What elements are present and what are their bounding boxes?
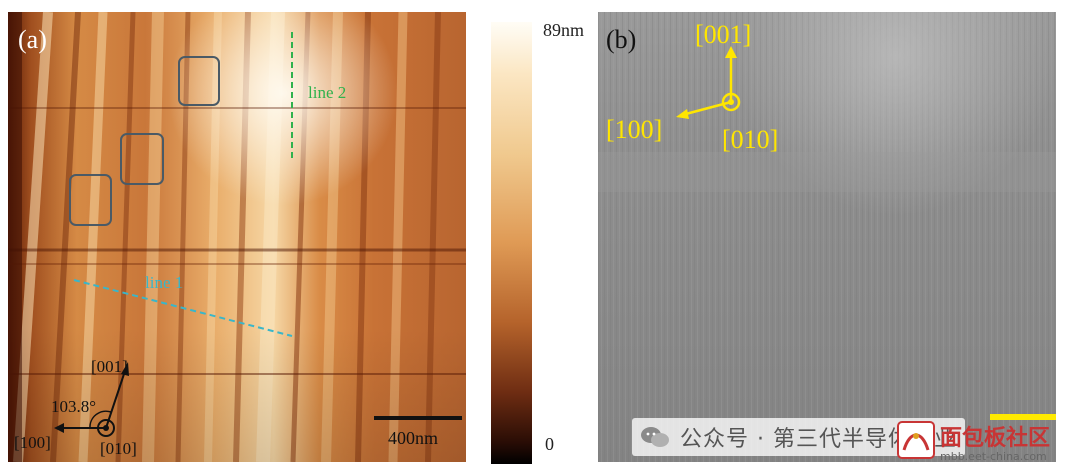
afm-topography: line 2 line 1 (a) [001] 103.8° [100] [01…: [8, 12, 466, 462]
site-url: mbb.eet-china.com: [940, 450, 1047, 463]
axis-100-label-b: [100]: [606, 115, 662, 144]
line-2-label: line 2: [308, 83, 346, 102]
wechat-icon: [641, 427, 669, 447]
axis-100-label-a: [100]: [14, 433, 51, 452]
sem-scale-bar: [990, 414, 1056, 420]
crystal-axes-a: [54, 362, 129, 437]
sem-image-panel: (b) [001] [100] [010]: [598, 12, 1056, 462]
feature-box-3: [69, 174, 112, 226]
site-logo-icon: [897, 421, 935, 459]
panel-a-label: (a): [18, 25, 47, 54]
panel-b-label: (b): [606, 25, 636, 54]
axis-001-label-a: [001]: [91, 357, 128, 376]
sem-surface: (b) [001] [100] [010]: [598, 12, 1056, 462]
angle-label: 103.8°: [51, 397, 96, 416]
scale-bar-label: 400nm: [388, 428, 438, 448]
axis-001-label-b: [001]: [695, 20, 751, 49]
afm-image-panel: line 2 line 1 (a) [001] 103.8° [100] [01…: [8, 12, 466, 462]
scale-bar: [374, 416, 462, 420]
axis-010-label-a: [010]: [100, 439, 137, 458]
crystal-axes-b: [676, 46, 741, 119]
line-1-label: line 1: [145, 273, 183, 292]
height-colorbar: [491, 22, 532, 464]
feature-box-2: [120, 133, 164, 185]
colorbar-max-label: 89nm: [543, 20, 585, 40]
feature-box-1: [178, 56, 220, 106]
colorbar-min-label: 0: [545, 434, 554, 454]
line-1-marker: [73, 279, 293, 337]
axis-010-label-b: [010]: [722, 125, 778, 154]
site-name: 面包板社区: [940, 426, 1051, 451]
